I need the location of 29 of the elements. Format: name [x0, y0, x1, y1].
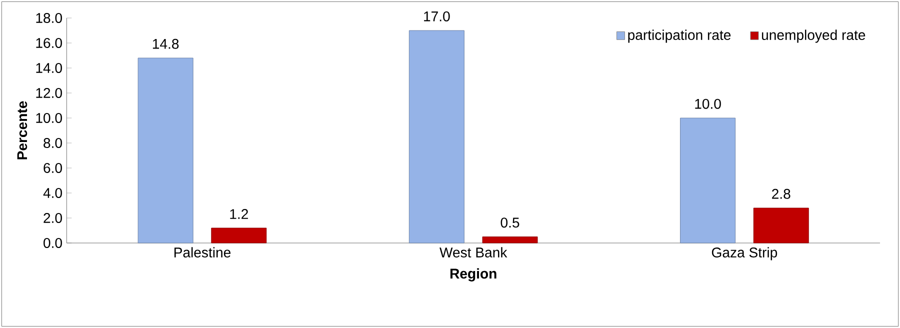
bar [680, 118, 736, 244]
x-tick-label: Palestine [174, 247, 230, 258]
y-tick-label: 14.0 [36, 63, 62, 73]
y-tick-label: 8.0 [44, 138, 62, 148]
bar [482, 236, 538, 244]
bar [408, 30, 464, 244]
y-tick-label: 0.0 [44, 238, 62, 248]
y-tick-label: 6.0 [44, 163, 62, 173]
text: 14.8 [152, 38, 179, 49]
x-tick-label: West Bank [440, 247, 508, 258]
bar [211, 228, 267, 244]
legend-label: unemployed rate [762, 30, 866, 43]
text: 17.0 [424, 11, 450, 22]
y-tick-label: 10.0 [36, 113, 62, 123]
text: 2.8 [772, 188, 790, 199]
y-tick-label: 2.0 [44, 213, 62, 223]
bar [753, 208, 809, 244]
y-tick-label: 16.0 [36, 38, 62, 48]
text: 1.2 [230, 209, 248, 219]
y-axis-title: Percente [17, 101, 28, 160]
y-tick-label: 18.0 [36, 13, 62, 23]
text: 0.5 [500, 218, 520, 228]
text: 10.0 [695, 98, 721, 109]
y-tick-label: 12.0 [36, 88, 62, 98]
legend-label: participation rate [628, 30, 731, 43]
x-tick-label: Gaza Strip [712, 247, 778, 260]
y-tick-label: 4.0 [43, 188, 62, 198]
bar [138, 58, 194, 244]
x-axis-title: Region [450, 268, 496, 282]
